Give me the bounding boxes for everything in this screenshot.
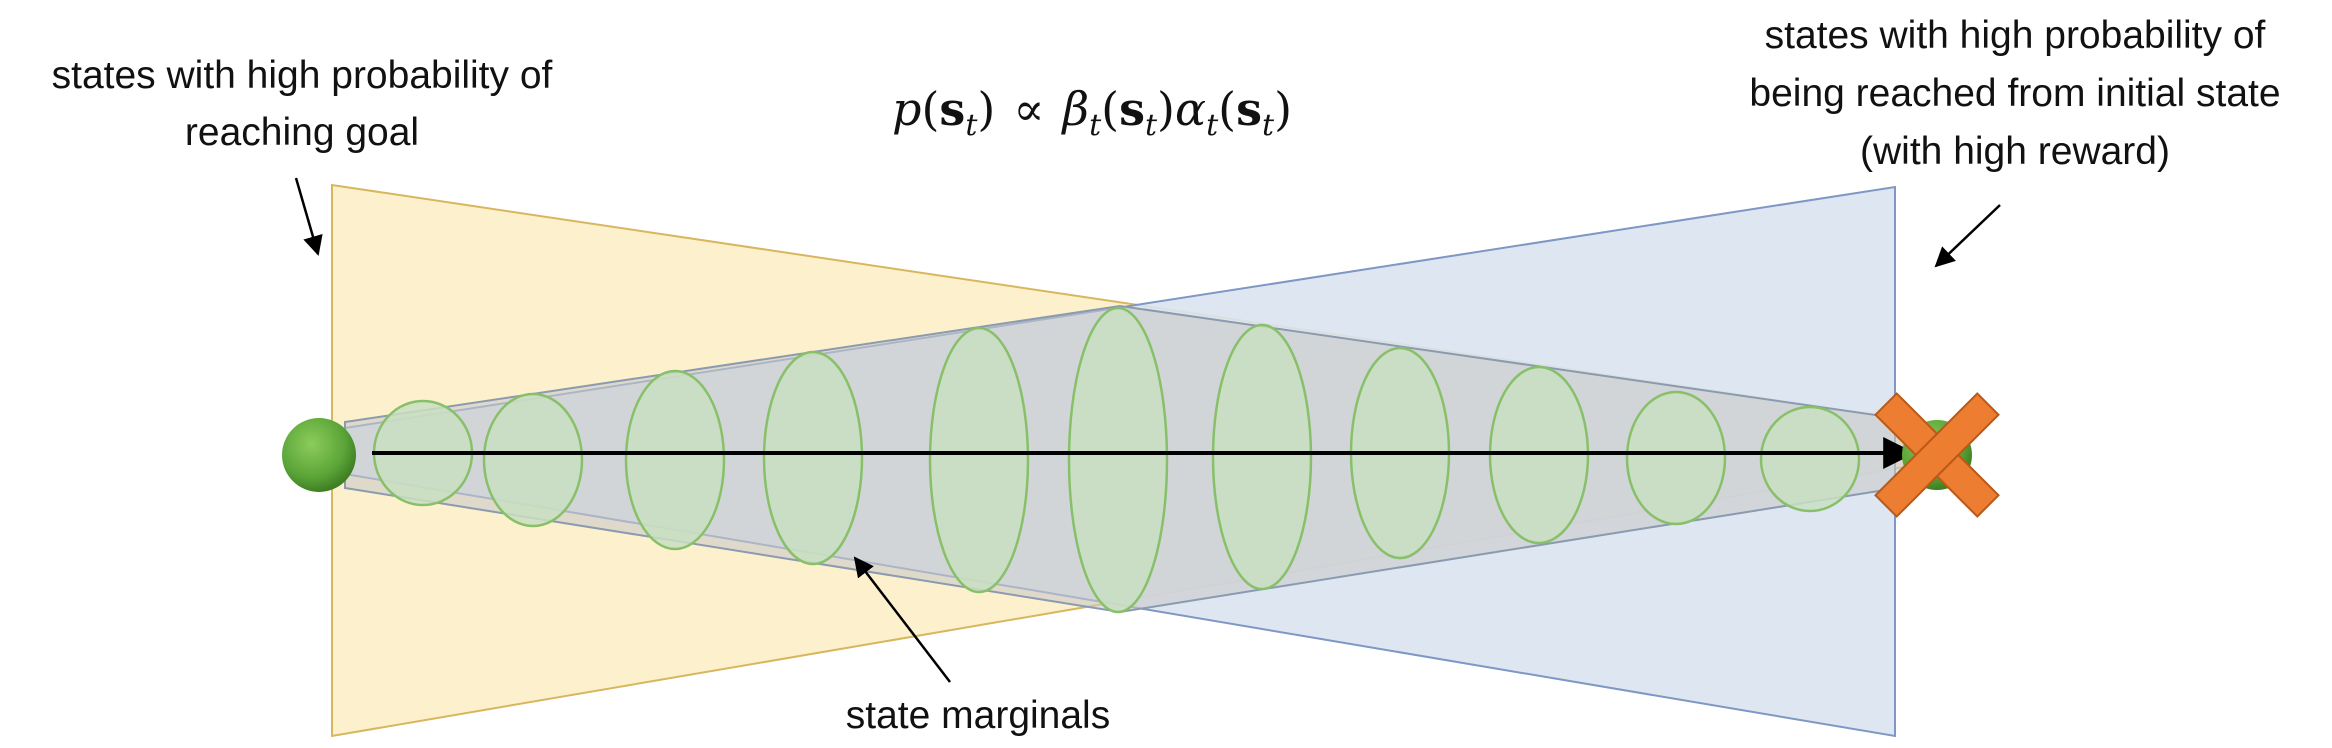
bottom-pointer-arrow	[853, 556, 951, 683]
formula: p(st) ∝ βt(st)αt(st)	[892, 82, 1292, 143]
goal-state-icon	[1874, 392, 2000, 518]
marginal-ellipse	[1759, 405, 1861, 513]
marginal-ellipse	[1625, 390, 1727, 526]
marginal-ellipse	[1211, 323, 1313, 591]
left-label-line1: states with high probability of	[52, 54, 553, 97]
right-label-line3: (with high reward)	[1860, 130, 2170, 173]
right-label-line2: being reached from initial state	[1749, 72, 2280, 115]
marginal-ellipse	[482, 392, 584, 528]
marginal-ellipse	[762, 350, 864, 566]
marginal-ellipse	[1067, 306, 1169, 614]
start-state-icon	[282, 418, 356, 492]
left-pointer-arrow	[294, 177, 323, 256]
marginal-ellipse	[624, 369, 726, 551]
left-label-line2: reaching goal	[185, 111, 419, 154]
bottom-label: state marginals	[846, 694, 1110, 737]
marginal-ellipses	[372, 306, 1861, 614]
right-pointer-arrow	[1934, 204, 2001, 268]
marginal-ellipse	[928, 326, 1030, 594]
right-label-line1: states with high probability of	[1765, 14, 2266, 57]
